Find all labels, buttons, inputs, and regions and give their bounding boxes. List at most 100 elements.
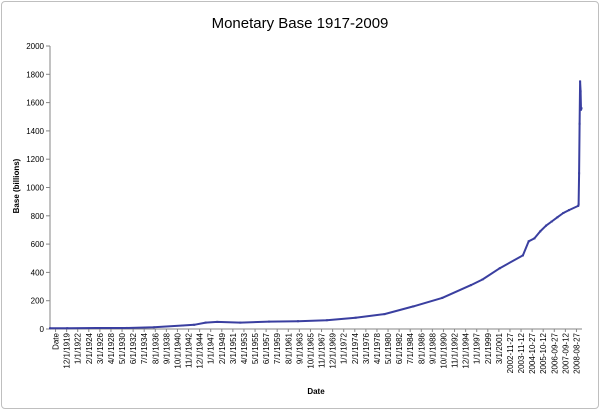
x-tick-label: 2/1/1974 xyxy=(351,332,360,364)
x-tick-label: 12/1/1944 xyxy=(196,332,205,368)
x-tick-label: 11/1/1967 xyxy=(318,332,327,368)
data-point xyxy=(124,327,126,329)
x-tick-label: 8/1/1961 xyxy=(284,332,293,364)
x-tick-label: 2005-10-12 xyxy=(539,332,548,373)
y-tick-label: 1800 xyxy=(26,70,44,79)
data-point xyxy=(578,172,581,175)
x-tick-label: 8/1/1936 xyxy=(151,332,160,364)
x-tick-label: 4/1/1978 xyxy=(373,332,382,364)
x-tick-label: 4/1/1953 xyxy=(240,332,249,364)
x-tick-label: 10/1/1940 xyxy=(173,332,182,368)
x-axis-title: Date xyxy=(307,387,325,396)
y-tick-label: 0 xyxy=(40,325,45,334)
x-tick-label: 1/1/1997 xyxy=(473,332,482,364)
data-point xyxy=(556,216,559,219)
data-point xyxy=(568,209,570,212)
x-tick-label: 3/1/1976 xyxy=(362,332,371,364)
data-point xyxy=(216,320,219,323)
y-tick-label: 2000 xyxy=(26,42,44,51)
x-tick-label: 1/1/1947 xyxy=(207,332,216,364)
data-point xyxy=(498,267,501,270)
data-point xyxy=(239,321,242,324)
y-tick-label: 1400 xyxy=(26,127,44,136)
x-tick-label: 7/1/1984 xyxy=(406,332,415,364)
y-tick-label: 200 xyxy=(31,297,45,306)
x-tick-label: 4/1/1928 xyxy=(107,332,116,364)
data-point xyxy=(181,324,184,327)
y-tick-label: 400 xyxy=(31,268,45,277)
x-tick-label: Date xyxy=(52,332,61,349)
data-point xyxy=(193,323,196,326)
x-tick-label: 7/1/1959 xyxy=(273,332,282,364)
data-point xyxy=(95,327,98,329)
x-tick-label: 2006-09-27 xyxy=(550,332,559,373)
x-tick-label: 12/1/1969 xyxy=(329,332,338,368)
x-tick-label: 1/1/1922 xyxy=(74,332,83,364)
data-point xyxy=(545,224,547,227)
data-point xyxy=(580,107,583,110)
data-point xyxy=(550,220,553,223)
x-tick-label: 8/1/1986 xyxy=(417,332,426,364)
y-tick-label: 600 xyxy=(31,240,45,249)
x-tick-label: 6/1/1932 xyxy=(129,332,138,364)
x-tick-label: 10/1/1990 xyxy=(439,332,448,368)
data-point xyxy=(577,204,580,207)
y-axis-ticks: 0 200 400 600 800 1000 1200 1400 1600 1800 2000 xyxy=(26,42,50,334)
x-tick-label: 2/1/1924 xyxy=(85,332,94,364)
data-point xyxy=(562,212,565,214)
x-tick-label: 6/1/1982 xyxy=(395,332,404,364)
x-tick-label: 5/1/1955 xyxy=(251,332,260,364)
series-layer xyxy=(49,80,583,330)
x-tick-label: 5/1/1930 xyxy=(118,332,127,364)
x-tick-label: 11/1/1942 xyxy=(185,332,194,368)
x-tick-label: 2008-08-27 xyxy=(572,332,581,373)
x-tick-label: 3/1/2001 xyxy=(495,332,504,364)
x-tick-label: 2007-09-12 xyxy=(561,332,570,373)
x-tick-label: 10/1/1965 xyxy=(306,332,315,368)
x-tick-label: 2003-11-12 xyxy=(517,332,526,373)
data-point xyxy=(577,203,580,206)
data-point xyxy=(412,305,415,308)
data-point xyxy=(66,327,69,330)
data-point xyxy=(579,80,582,83)
chart-title: Monetary Base 1917-2009 xyxy=(212,15,389,32)
data-point xyxy=(580,108,582,111)
axes xyxy=(49,46,582,330)
x-tick-label: 3/1/1926 xyxy=(96,332,105,364)
x-tick-label: 12/1/1919 xyxy=(63,332,72,368)
data-point xyxy=(578,122,581,125)
x-tick-label: 6/1/1957 xyxy=(262,332,271,364)
data-point xyxy=(470,284,472,287)
x-tick-label: 3/1/1951 xyxy=(229,332,238,364)
data-point xyxy=(152,326,155,329)
data-point xyxy=(268,320,271,323)
series-line xyxy=(49,80,583,330)
data-point xyxy=(481,278,484,281)
x-tick-label: 9/1/1938 xyxy=(162,332,171,364)
data-point xyxy=(354,316,357,319)
x-tick-label: 12/1/1994 xyxy=(462,332,471,368)
data-point xyxy=(383,313,386,316)
data-point xyxy=(527,240,530,243)
y-axis-title: Base (billions) xyxy=(12,158,21,213)
x-tick-label: 2002-11-27 xyxy=(506,332,515,373)
x-tick-label: 9/1/1963 xyxy=(295,332,304,364)
x-tick-label: 2/1/1999 xyxy=(484,332,493,364)
data-point xyxy=(49,327,51,330)
x-tick-label: 2/1/1949 xyxy=(218,332,227,364)
data-point xyxy=(539,230,542,233)
x-tick-label: 2004-10-27 xyxy=(528,332,537,373)
x-tick-label: 1/1/1972 xyxy=(340,332,349,364)
data-point xyxy=(297,320,299,323)
x-axis-ticks: Date 12/1/1919 1/1/1922 2/1/1924 3/1/1926 4/1… xyxy=(52,329,581,374)
data-point xyxy=(441,296,444,299)
x-tick-label: 5/1/1980 xyxy=(384,332,393,364)
data-point xyxy=(325,319,328,322)
y-tick-label: 1600 xyxy=(26,99,44,108)
data-point xyxy=(204,321,207,324)
y-tick-label: 1000 xyxy=(26,184,44,193)
data-point xyxy=(579,90,582,93)
data-point xyxy=(521,254,524,257)
